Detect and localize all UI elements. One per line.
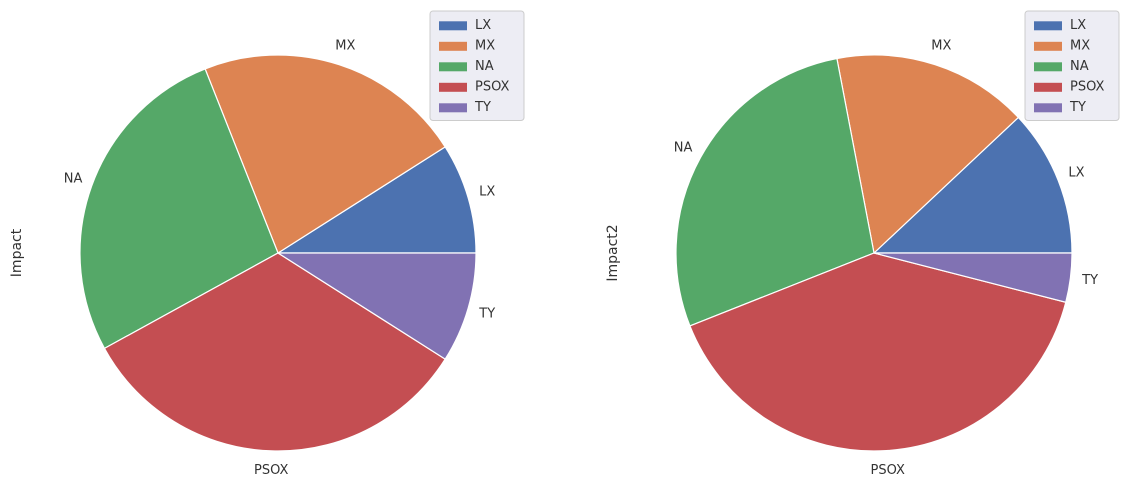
legend-label-lx: LX [475, 18, 491, 33]
wedge-label-psox: PSOX [870, 463, 904, 478]
legend-swatch-mx [439, 41, 467, 51]
pie-wedge-lx [277, 146, 477, 254]
pie-wedge-lx [873, 116, 1073, 254]
pie-wedge-na [675, 57, 875, 327]
wedge-label-lx: LX [1068, 165, 1084, 180]
ylabel-impact2: Impact2 [605, 224, 621, 281]
wedge-label-mx: MX [931, 38, 951, 53]
legend-label-psox: PSOX [475, 79, 509, 94]
pie-labels: LX MX NA PSOX TY [674, 38, 1098, 478]
legend-swatch-psox [1034, 82, 1062, 92]
legend-swatch-na [439, 62, 467, 72]
legend-label-mx: MX [1070, 38, 1090, 53]
legend-box [1024, 10, 1120, 121]
legend-label-psox: PSOX [1070, 79, 1104, 94]
legend-swatch-psox [439, 82, 467, 92]
legend-swatch-na [1034, 62, 1062, 72]
legend-label-na: NA [475, 59, 494, 74]
legend-swatch-ty [439, 103, 467, 113]
pie-wedge-mx [836, 54, 1019, 254]
pie-wedge-na [79, 68, 279, 349]
wedge-label-ty: TY [1081, 273, 1098, 288]
ylabel-impact: Impact [9, 228, 25, 277]
legend-swatch-lx [1034, 21, 1062, 31]
legend-swatch-mx [1034, 41, 1062, 51]
wedge-label-mx: MX [335, 38, 355, 53]
pie-wedge-psox [689, 252, 1067, 452]
legend: LX MX NA PSOX TY [429, 10, 525, 121]
wedge-label-ty: TY [478, 306, 495, 321]
legend-label-ty: TY [474, 100, 491, 115]
pie-wedge-mx [204, 54, 446, 254]
wedge-label-psox: PSOX [254, 463, 288, 478]
legend-label-lx: LX [1070, 18, 1086, 33]
wedge-label-lx: LX [479, 185, 495, 200]
legend-label-ty: TY [1069, 100, 1086, 115]
pie-wedges [675, 54, 1073, 452]
pie-wedges [79, 54, 477, 452]
pie-wedge-psox [103, 252, 446, 452]
wedge-label-na: NA [674, 141, 693, 156]
pie-labels: LX MX NA PSOX TY [64, 38, 496, 478]
pie-wedge-ty [277, 252, 477, 360]
legend-swatch-ty [1034, 103, 1062, 113]
legend-swatch-lx [439, 21, 467, 31]
wedge-label-na: NA [64, 172, 83, 187]
pie-chart-impact: Impact LX MX NA PSOX TY LX MX NA PSOX TY [9, 10, 525, 478]
legend: LX MX NA PSOX TY [1024, 10, 1120, 121]
pie-wedge-ty [873, 252, 1073, 303]
legend-label-na: NA [1070, 59, 1089, 74]
legend-label-mx: MX [475, 38, 495, 53]
pie-chart-impact2: Impact2 LX MX NA PSOX TY LX MX NA PSOX TY [605, 10, 1120, 478]
legend-box [429, 10, 525, 121]
